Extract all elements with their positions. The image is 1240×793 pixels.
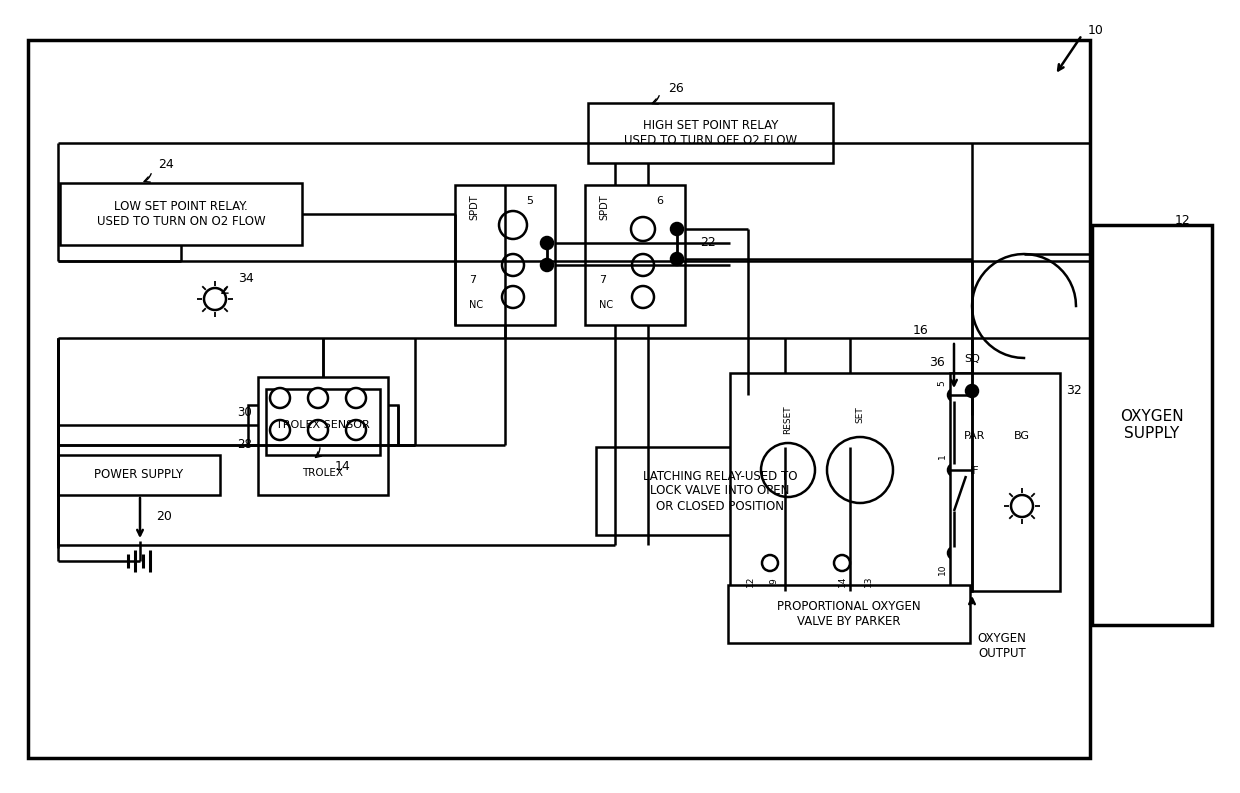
Circle shape xyxy=(308,420,329,440)
Text: RESET: RESET xyxy=(784,406,792,435)
Circle shape xyxy=(308,388,329,408)
Text: SET: SET xyxy=(856,407,864,423)
Circle shape xyxy=(632,254,653,276)
Circle shape xyxy=(835,555,849,571)
Text: 34: 34 xyxy=(238,271,254,285)
Text: 32: 32 xyxy=(1066,385,1081,397)
Bar xyxy=(58,455,219,495)
Text: 22: 22 xyxy=(701,236,715,250)
Text: LATCHING RELAY-USED TO
LOCK VALVE INTO OPEN
OR CLOSED POSITION: LATCHING RELAY-USED TO LOCK VALVE INTO O… xyxy=(642,469,797,512)
Text: 20: 20 xyxy=(156,511,172,523)
Text: TROLEX: TROLEX xyxy=(303,468,343,478)
Text: BG: BG xyxy=(1014,431,1030,441)
Text: IF: IF xyxy=(970,466,980,476)
Text: TROLEX SENSOR: TROLEX SENSOR xyxy=(277,420,370,430)
Text: 12: 12 xyxy=(1176,214,1190,228)
Text: 26: 26 xyxy=(668,82,683,94)
Bar xyxy=(455,185,556,325)
Circle shape xyxy=(502,286,525,308)
Text: SPDT: SPDT xyxy=(599,194,609,220)
Bar xyxy=(248,405,398,445)
Circle shape xyxy=(949,389,960,401)
Circle shape xyxy=(346,388,366,408)
Text: LOW SET POINT RELAY.
USED TO TURN ON O2 FLOW: LOW SET POINT RELAY. USED TO TURN ON O2 … xyxy=(97,200,265,228)
Text: 6: 6 xyxy=(656,196,663,206)
Text: 36: 36 xyxy=(929,357,945,370)
Circle shape xyxy=(671,223,683,235)
Bar xyxy=(585,185,684,325)
Circle shape xyxy=(827,437,893,503)
Bar xyxy=(596,447,844,535)
Text: PAR: PAR xyxy=(965,431,986,441)
Circle shape xyxy=(346,420,366,440)
Text: PROPORTIONAL OXYGEN
VALVE BY PARKER: PROPORTIONAL OXYGEN VALVE BY PARKER xyxy=(777,600,921,628)
Text: SQ: SQ xyxy=(963,354,980,364)
Circle shape xyxy=(498,211,527,239)
Text: 7: 7 xyxy=(599,275,606,285)
Circle shape xyxy=(763,555,777,571)
Circle shape xyxy=(671,253,683,265)
Text: POWER SUPPLY: POWER SUPPLY xyxy=(94,469,184,481)
Text: 30: 30 xyxy=(237,407,252,419)
Bar xyxy=(1092,225,1211,625)
Circle shape xyxy=(632,286,653,308)
Circle shape xyxy=(541,259,553,271)
Text: 5: 5 xyxy=(527,196,533,206)
Text: 12: 12 xyxy=(745,575,754,587)
Text: NC: NC xyxy=(599,300,613,310)
Text: NC: NC xyxy=(469,300,484,310)
Text: OXYGEN
OUTPUT: OXYGEN OUTPUT xyxy=(977,632,1027,660)
Text: 16: 16 xyxy=(913,324,928,338)
Text: HIGH SET POINT RELAY
USED TO TURN OFF O2 FLOW: HIGH SET POINT RELAY USED TO TURN OFF O2… xyxy=(624,119,797,147)
Bar xyxy=(29,40,1090,758)
Text: 14: 14 xyxy=(335,461,351,473)
Text: 10: 10 xyxy=(1087,25,1104,37)
Text: 13: 13 xyxy=(863,575,873,587)
Bar xyxy=(728,585,970,643)
Circle shape xyxy=(949,547,960,559)
Bar xyxy=(730,373,972,591)
Circle shape xyxy=(966,385,978,397)
Text: 10: 10 xyxy=(937,563,946,575)
Bar xyxy=(950,373,1060,591)
Text: 5: 5 xyxy=(937,380,946,386)
Circle shape xyxy=(270,388,290,408)
Text: 28: 28 xyxy=(237,439,252,451)
Circle shape xyxy=(541,237,553,249)
Text: OXYGEN
SUPPLY: OXYGEN SUPPLY xyxy=(1120,409,1184,441)
Circle shape xyxy=(205,288,226,310)
Circle shape xyxy=(1011,495,1033,517)
Circle shape xyxy=(761,443,815,497)
Circle shape xyxy=(502,254,525,276)
Text: 7: 7 xyxy=(469,275,476,285)
Text: SPDT: SPDT xyxy=(469,194,479,220)
Bar xyxy=(258,377,388,495)
Text: 9: 9 xyxy=(770,578,779,584)
Bar xyxy=(60,183,303,245)
Circle shape xyxy=(270,420,290,440)
Bar xyxy=(588,103,833,163)
Circle shape xyxy=(631,217,655,241)
Circle shape xyxy=(949,464,960,476)
Text: 1: 1 xyxy=(937,453,946,459)
Text: 14: 14 xyxy=(837,575,847,587)
Text: 24: 24 xyxy=(157,159,174,171)
Bar xyxy=(267,389,379,455)
